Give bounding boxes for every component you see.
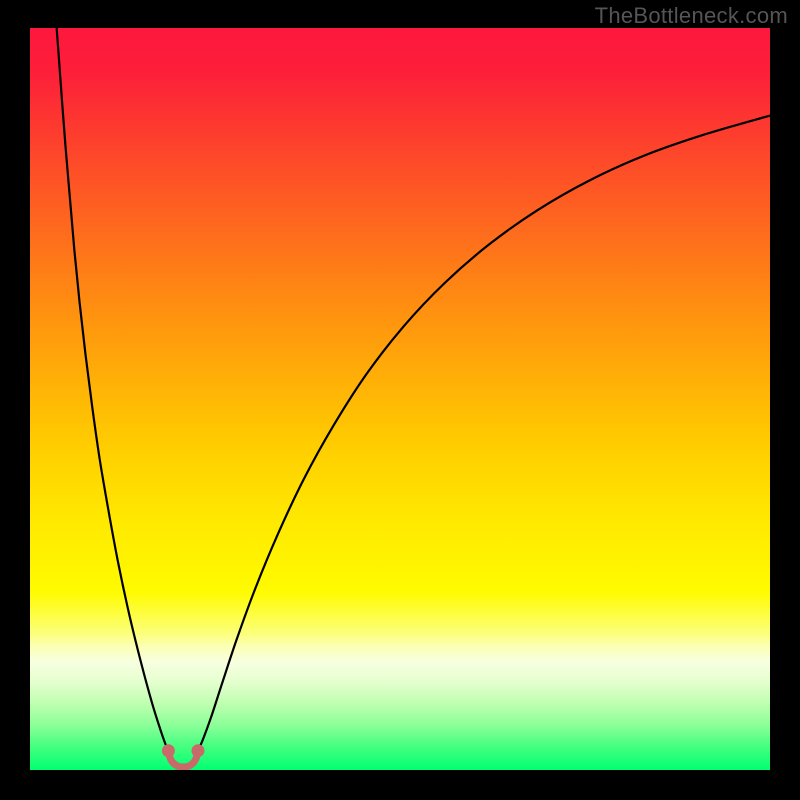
watermark-text: TheBottleneck.com — [595, 3, 788, 29]
chart-svg — [0, 0, 800, 800]
cup-marker — [191, 744, 204, 757]
chart-container: TheBottleneck.com — [0, 0, 800, 800]
chart-canvas — [0, 0, 800, 800]
cup-marker — [162, 744, 175, 757]
